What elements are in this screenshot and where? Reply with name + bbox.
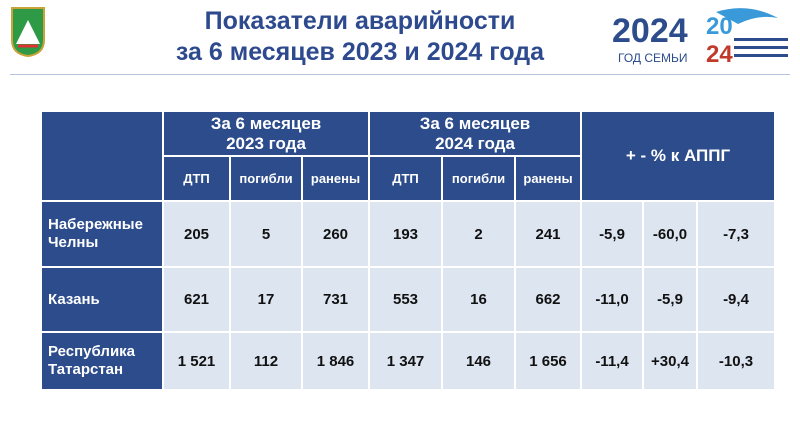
year-logo: 2024 ГОД СЕМЬИ 20 24 [612,8,788,68]
text-line: Набережные [48,216,143,233]
group-header: + - % к АППГ [580,110,776,202]
value-cell: -10,3 [696,331,776,391]
value-cell: 16 [441,266,516,333]
crest-logo [11,7,45,58]
logo-caption: ГОД СЕМЬИ [618,51,688,65]
text-line: 2023 года [226,133,306,153]
row-label: Набережные Челны [40,200,164,268]
text-line: Республика [48,343,136,360]
text-line: 2024 года [435,133,515,153]
value-cell: 5 [229,200,303,268]
value-cell: 193 [368,200,443,268]
value-cell: 731 [301,266,370,333]
title: Показатели аварийности за 6 месяцев 2023 … [130,6,590,68]
value-cell: +30,4 [642,331,698,391]
value-cell: 621 [162,266,231,333]
value-cell: 2 [441,200,516,268]
value-cell: -11,0 [580,266,644,333]
value-cell: 205 [162,200,231,268]
text-line: За 6 месяцев [210,113,322,133]
value-cell: -7,3 [696,200,776,268]
subheader-cell: ДТП [162,155,231,202]
value-cell: 1 347 [368,331,443,391]
value-cell: -60,0 [642,200,698,268]
value-cell: -5,9 [580,200,644,268]
accident-table: За 6 месяцев 2023 года За 6 месяцев 2024 го… [40,110,776,391]
text-line: Казань [48,290,100,308]
group-header: За 6 месяцев 2023 года [162,110,370,157]
group-header: За 6 месяцев 2024 года [368,110,582,157]
data-row: Набережные Челны 205 5 260 193 2 241 -5,9 -60,0 -7… [40,200,776,268]
row-label: Казань [40,266,164,333]
text-line: За 6 месяцев [419,113,531,133]
value-cell: 1 656 [514,331,582,391]
value-cell: 1 846 [301,331,370,391]
value-cell: 112 [229,331,303,391]
subheader-row: ДТП погибли ранены ДТП погибли ранены [41,155,775,202]
subheader-cell: ДТП [368,155,443,202]
value-cell: -5,9 [642,266,698,333]
value-cell: 1 521 [162,331,231,391]
text-line: за 6 месяцев 2023 и 2024 года [175,38,545,66]
header-row: За 6 месяцев 2023 года За 6 месяцев 2024 го… [40,110,776,202]
value-cell: -11,4 [580,331,644,391]
subheader-cell: погибли [441,155,516,202]
value-cell: 241 [514,200,582,268]
text-line: Татарстан [48,361,124,378]
subheader-cell: ранены [301,155,370,202]
text-line: + - % к АППГ [625,146,731,165]
value-cell: 17 [229,266,303,333]
text-line: Челны [48,234,99,251]
divider [10,74,790,75]
corner-cell [40,110,164,202]
logo-year-bottom: 24 [706,41,733,68]
value-cell: 553 [368,266,443,333]
value-cell: -9,4 [696,266,776,333]
data-row: Республика Татарстан 1 521 112 1 846 1 347 146… [40,331,776,391]
logo-year: 2024 [612,12,688,50]
text-line: Показатели аварийности [204,7,516,35]
row-label: Республика Татарстан [40,331,164,391]
data-row: Казань 621 17 731 553 16 662 -11,0 -5,9 -9,4 [40,266,776,333]
subheader-cell: ранены [514,155,582,202]
value-cell: 662 [514,266,582,333]
value-cell: 260 [301,200,370,268]
value-cell: 146 [441,331,516,391]
subheader-cell: погибли [229,155,303,202]
